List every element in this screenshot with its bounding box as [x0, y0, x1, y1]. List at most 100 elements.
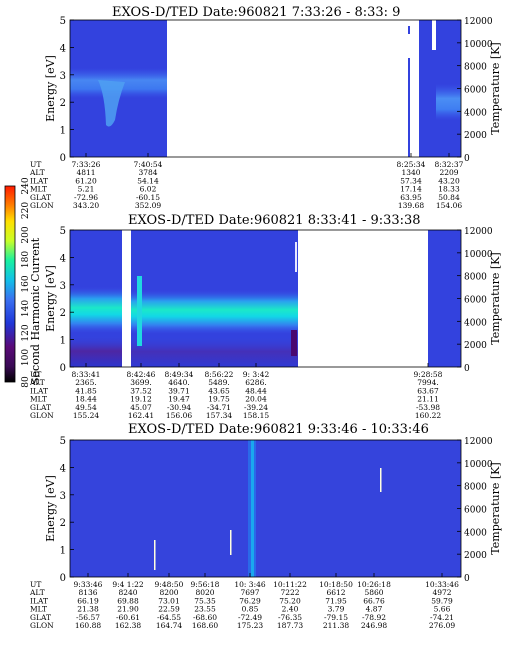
- left-axis-tick-label: 3: [60, 281, 66, 292]
- panel-1-data-stripe-2: [408, 58, 410, 157]
- ephemeris-cell: 66.76: [363, 596, 385, 605]
- ephemeris-cell: 8:42:46: [127, 370, 156, 379]
- ephemeris-cell: 41.85: [75, 386, 97, 395]
- panel-1-time-ticks: [85, 153, 450, 157]
- right-axis-tick-label: 12000: [464, 437, 493, 447]
- ephemeris-cell: 7994.: [417, 378, 438, 387]
- panel-1-plot-area: [69, 19, 462, 158]
- ephemeris-cell: 37.52: [130, 386, 152, 395]
- ephemeris-row-label: GLAT: [30, 193, 51, 202]
- ephemeris-cell: 22.59: [158, 605, 180, 614]
- ephemeris-cell: 43.65: [208, 386, 230, 395]
- ephemeris-cell: 9:56:18: [191, 580, 220, 589]
- ephemeris-cell: 49.54: [75, 403, 97, 412]
- ephemeris-cell: 10:18:50: [319, 580, 353, 589]
- right-axis-label: Temperature [K]: [489, 42, 502, 134]
- panel-2-low-a: [70, 335, 122, 367]
- right-axis-tick-label: 8000: [464, 63, 487, 73]
- ephemeris-row-label: ILAT: [30, 596, 48, 605]
- colorbar-tick-label: 240: [21, 177, 31, 194]
- colorbar-tick-label: 160: [21, 275, 31, 292]
- ephemeris-cell: 6612: [326, 588, 345, 597]
- ephemeris-cell: 8:56:22: [205, 370, 234, 379]
- panel-3-stripe-core: [251, 440, 254, 577]
- panel-1-ephemeris-table: UT 7:33:26 7:40:54 8:25:34 8:32:37 ALT 4811 378…: [29, 160, 464, 210]
- left-axis-tick-label: 2: [60, 308, 66, 319]
- left-axis-tick-label: 0: [60, 363, 66, 374]
- colorbar-tick-label: 80: [21, 376, 31, 388]
- colorbar-tick-label: 200: [21, 226, 31, 243]
- ephemeris-cell: 160.88: [75, 621, 101, 630]
- panel-1-band-b: [436, 84, 461, 120]
- panel-1-right-axis: 0 2000 4000 6000 8000 10000 12000 Temperature […: [457, 17, 502, 164]
- ephemeris-cell: 61.20: [75, 176, 97, 185]
- ephemeris-cell: 7697: [240, 588, 259, 597]
- ephemeris-cell: -34.71: [207, 403, 231, 412]
- ephemeris-cell: 71.95: [325, 596, 347, 605]
- left-axis-tick-label: 0: [60, 153, 66, 164]
- right-axis-tick-label: 6000: [464, 86, 487, 96]
- ephemeris-cell: 63.95: [400, 193, 422, 202]
- ephemeris-row-label: ILAT: [30, 176, 48, 185]
- ephemeris-cell: 2.40: [282, 605, 299, 614]
- left-axis-tick-label: 4: [60, 463, 66, 474]
- ephemeris-cell: 21.38: [77, 605, 99, 614]
- panel-2-low-b: [131, 336, 298, 367]
- left-axis-tick-label: 3: [60, 71, 66, 82]
- panel-1-title: EXOS-D/TED Date:960821 7:33:26 - 8:33: 9: [112, 5, 400, 20]
- panel-1-left-axis: 0 1 2 3 4 5 Energy [eV]: [44, 16, 74, 164]
- ephemeris-cell: 76.29: [239, 596, 261, 605]
- left-axis-tick-label: 4: [60, 253, 66, 264]
- ephemeris-row-label: MLT: [30, 185, 47, 194]
- ephemeris-cell: 8:33:41: [72, 370, 101, 379]
- ephemeris-cell: -74.21: [430, 613, 454, 622]
- ephemeris-cell: 43.20: [438, 176, 460, 185]
- right-axis-tick-label: 4000: [464, 318, 487, 328]
- ephemeris-row-label: GLAT: [30, 403, 51, 412]
- panel-2-band-a: [70, 287, 122, 333]
- right-axis-tick-label: 10000: [464, 460, 493, 470]
- left-axis-tick-label: 1: [60, 546, 66, 557]
- right-axis-tick-label: 10000: [464, 40, 493, 50]
- ephemeris-cell: 9:28:58: [414, 370, 443, 379]
- left-axis-label: Energy [eV]: [44, 475, 57, 542]
- panel-2-band-b: [131, 290, 298, 334]
- ephemeris-cell: 9: 3:42: [243, 370, 270, 379]
- ephemeris-cell: -79.15: [324, 613, 348, 622]
- ephemeris-row-label: ALT: [29, 588, 45, 597]
- ephemeris-cell: 10:11:22: [273, 580, 307, 589]
- ephemeris-cell: -64.55: [157, 613, 181, 622]
- ephemeris-row-label: ALT: [29, 168, 45, 177]
- ephemeris-cell: 2365.: [75, 378, 96, 387]
- right-axis-tick-label: 4000: [464, 528, 487, 538]
- ephemeris-cell: 187.73: [277, 621, 303, 630]
- right-axis-tick-label: 8000: [464, 273, 487, 283]
- panel-3-title: EXOS-D/TED Date:960821 9:33:46 - 10:33:4…: [128, 422, 429, 437]
- colorbar-tick-label: 220: [21, 202, 31, 219]
- right-axis-label: Temperature [K]: [489, 252, 502, 344]
- ephemeris-cell: -30.94: [167, 403, 191, 412]
- ephemeris-cell: 156.06: [166, 411, 192, 420]
- ephemeris-cell: 7222: [280, 588, 299, 597]
- panel-1-blob: [98, 80, 125, 127]
- ephemeris-cell: 139.68: [398, 201, 424, 210]
- ephemeris-cell: 21.11: [417, 395, 438, 404]
- panel-2-ephemeris-table: UT 8:33:41 8:42:46 8:49:34 8:56:22 9: 3:42 9:2…: [29, 370, 443, 420]
- ephemeris-cell: 162.38: [115, 621, 141, 630]
- left-axis-tick-label: 0: [60, 573, 66, 584]
- panel-1-gap: [432, 20, 436, 50]
- ephemeris-cell: 175.23: [237, 621, 263, 630]
- ephemeris-cell: 39.71: [168, 386, 189, 395]
- panel-2-time-ticks: [85, 363, 429, 367]
- colorbar: 80 100 120 140 160 180 200 220 240 Second Harmon…: [4, 177, 42, 388]
- ephemeris-cell: 158.15: [243, 411, 269, 420]
- ephemeris-cell: 9:4 1:22: [112, 580, 144, 589]
- ephemeris-row-label: MLT: [30, 605, 47, 614]
- right-axis-tick-label: 6000: [464, 296, 487, 306]
- ephemeris-cell: 45.07: [130, 403, 152, 412]
- ephemeris-cell: 9:33:46: [74, 580, 103, 589]
- panel-3-mark-3: [380, 468, 382, 492]
- ephemeris-cell: -78.92: [362, 613, 386, 622]
- ephemeris-cell: 23.55: [194, 605, 216, 614]
